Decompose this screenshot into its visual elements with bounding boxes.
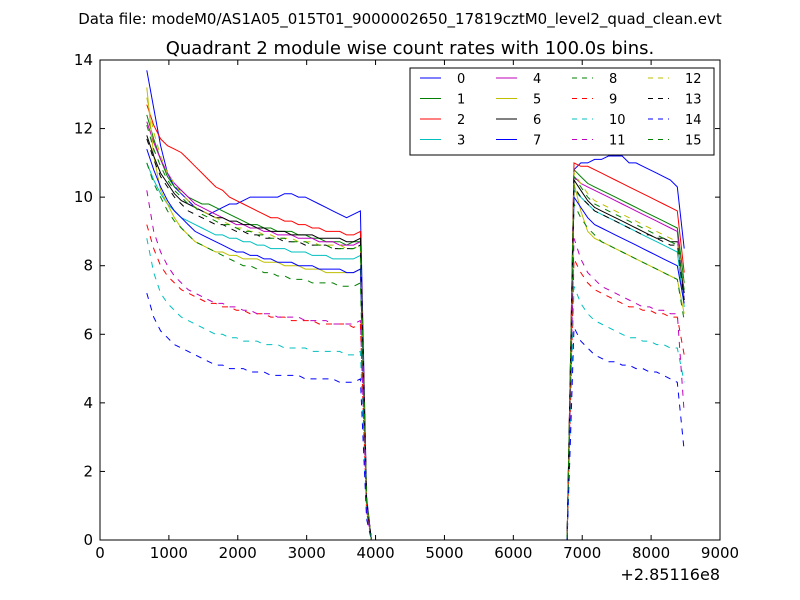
legend-label: 6 — [533, 113, 541, 128]
legend-label: 1 — [457, 93, 465, 108]
y-tick-label: 2 — [83, 462, 93, 480]
x-tick-label: 9000 — [701, 544, 739, 562]
legend-label: 2 — [457, 113, 465, 128]
x-tick-label: 2000 — [219, 544, 257, 562]
y-tick-label: 14 — [74, 51, 93, 69]
x-tick-label: 8000 — [632, 544, 670, 562]
legend-label: 10 — [609, 113, 626, 128]
legend-label: 11 — [609, 134, 626, 149]
plot-lines — [146, 70, 685, 541]
legend-label: 12 — [685, 72, 702, 87]
x-tick-label: 4000 — [356, 544, 394, 562]
series-line-10 — [146, 238, 685, 541]
series-line-11 — [146, 190, 685, 541]
series-line-15 — [146, 124, 685, 541]
chart-suptitle: Data file: modeM0/AS1A05_015T01_90000026… — [78, 10, 722, 29]
x-tick-label: 1000 — [150, 544, 188, 562]
plot-frame — [99, 59, 721, 541]
x-tick-label: 7000 — [563, 544, 601, 562]
series-line-14 — [146, 292, 685, 541]
y-tick-label: 0 — [83, 531, 93, 549]
axes: 0 1000 2000 3000 4000 5000 6000 7000 8000 9000 0 2 4… — [74, 51, 739, 562]
legend-label: 15 — [685, 134, 702, 149]
legend-label: 0 — [457, 72, 465, 87]
y-tick-label: 12 — [74, 120, 93, 138]
legend-label: 13 — [685, 93, 702, 108]
legend-label: 4 — [533, 72, 541, 87]
series-line-13 — [146, 138, 685, 541]
legend-label: 5 — [533, 93, 541, 108]
legend-label: 8 — [609, 72, 617, 87]
legend-label: 7 — [533, 134, 541, 149]
series-line-9 — [146, 224, 685, 541]
y-tick-label: 8 — [83, 257, 93, 275]
y-tick-label: 10 — [74, 188, 93, 206]
x-tick-label: 3000 — [288, 544, 326, 562]
y-tick-label: 6 — [83, 325, 93, 343]
series-line-4 — [146, 121, 685, 541]
legend-box — [409, 67, 715, 156]
legend-label: 14 — [685, 113, 702, 128]
x-offset-label: +2.85116e8 — [620, 565, 720, 584]
y-tick-label: 4 — [83, 394, 93, 412]
series-line-2 — [146, 104, 685, 541]
legend-label: 3 — [457, 134, 465, 149]
x-tick-label: 0 — [95, 544, 105, 562]
legend-label: 9 — [609, 93, 617, 108]
series-line-8 — [146, 162, 685, 541]
series-line-7 — [146, 148, 685, 541]
series-line-12 — [146, 97, 685, 541]
x-tick-label: 5000 — [425, 544, 463, 562]
series-line-3 — [146, 162, 685, 541]
chart-title: Quadrant 2 module wise count rates with … — [166, 38, 655, 59]
x-tick-label: 6000 — [494, 544, 532, 562]
